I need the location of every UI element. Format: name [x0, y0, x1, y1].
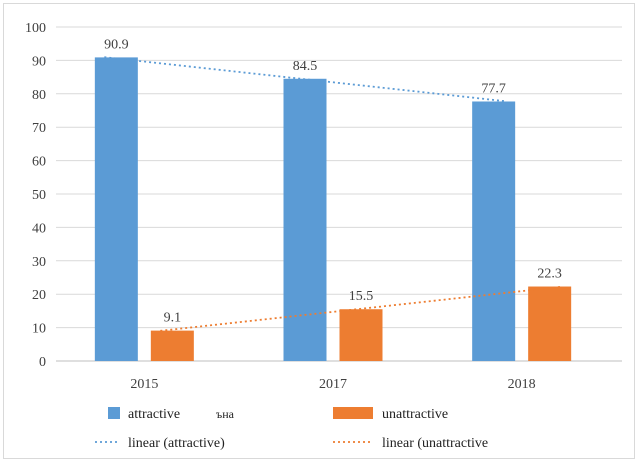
- legend-swatch-unattractive: [333, 407, 373, 419]
- data-label-unattractive-2018: 22.3: [537, 267, 562, 282]
- data-label-unattractive-2015: 9.1: [164, 311, 182, 326]
- legend: attractive ъна unattractive linear (attr…: [95, 407, 488, 451]
- bar-attractive-2017: [283, 78, 327, 362]
- trend-layer: [104, 56, 562, 332]
- legend-swatch-attractive: [108, 407, 120, 419]
- y-tick-label: 10: [32, 322, 46, 337]
- trendline-unattractive: [160, 285, 562, 332]
- data-label-attractive-2018: 77.7: [481, 81, 506, 96]
- y-tick-label: 100: [25, 21, 46, 36]
- x-tick-label: 2017: [319, 377, 347, 392]
- data-label-unattractive-2017: 15.5: [349, 289, 374, 304]
- bar-unattractive-2018: [528, 286, 572, 361]
- y-tick-label: 50: [32, 188, 46, 203]
- bar-attractive-2015: [94, 57, 138, 361]
- x-tick-label: 2015: [130, 377, 158, 392]
- trendline-attractive: [104, 56, 506, 103]
- legend-label-linear-unattractive: linear (unattractive: [382, 436, 488, 451]
- bar-unattractive-2015: [150, 330, 194, 361]
- label-layer: 0 10 20 30 40 50 60 70 80 90 100 2015 90.9 9.1 2017 84.…: [25, 21, 562, 392]
- x-tick-label: 2018: [508, 377, 536, 392]
- bar-layer: [94, 57, 572, 362]
- data-label-attractive-2017: 84.5: [293, 59, 318, 74]
- grid-layer: [56, 26, 622, 362]
- legend-label-linear-attractive: linear (attractive): [128, 436, 225, 451]
- y-tick-label: 30: [32, 255, 46, 270]
- y-tick-label: 80: [32, 88, 46, 103]
- legend-label-unattractive: unattractive: [382, 407, 448, 422]
- y-tick-label: 0: [39, 355, 46, 370]
- y-tick-label: 90: [32, 54, 46, 69]
- bar-unattractive-2017: [339, 309, 383, 361]
- y-tick-label: 40: [32, 221, 46, 236]
- legend-label-attractive: attractive: [128, 407, 180, 422]
- y-tick-label: 20: [32, 288, 46, 303]
- y-tick-label: 70: [32, 121, 46, 136]
- chart-frame: [3, 3, 635, 459]
- bar-attractive-2018: [472, 101, 516, 362]
- y-tick-label: 60: [32, 155, 46, 170]
- legend-extra-text: ъна: [216, 407, 235, 421]
- data-label-attractive-2015: 90.9: [104, 37, 129, 52]
